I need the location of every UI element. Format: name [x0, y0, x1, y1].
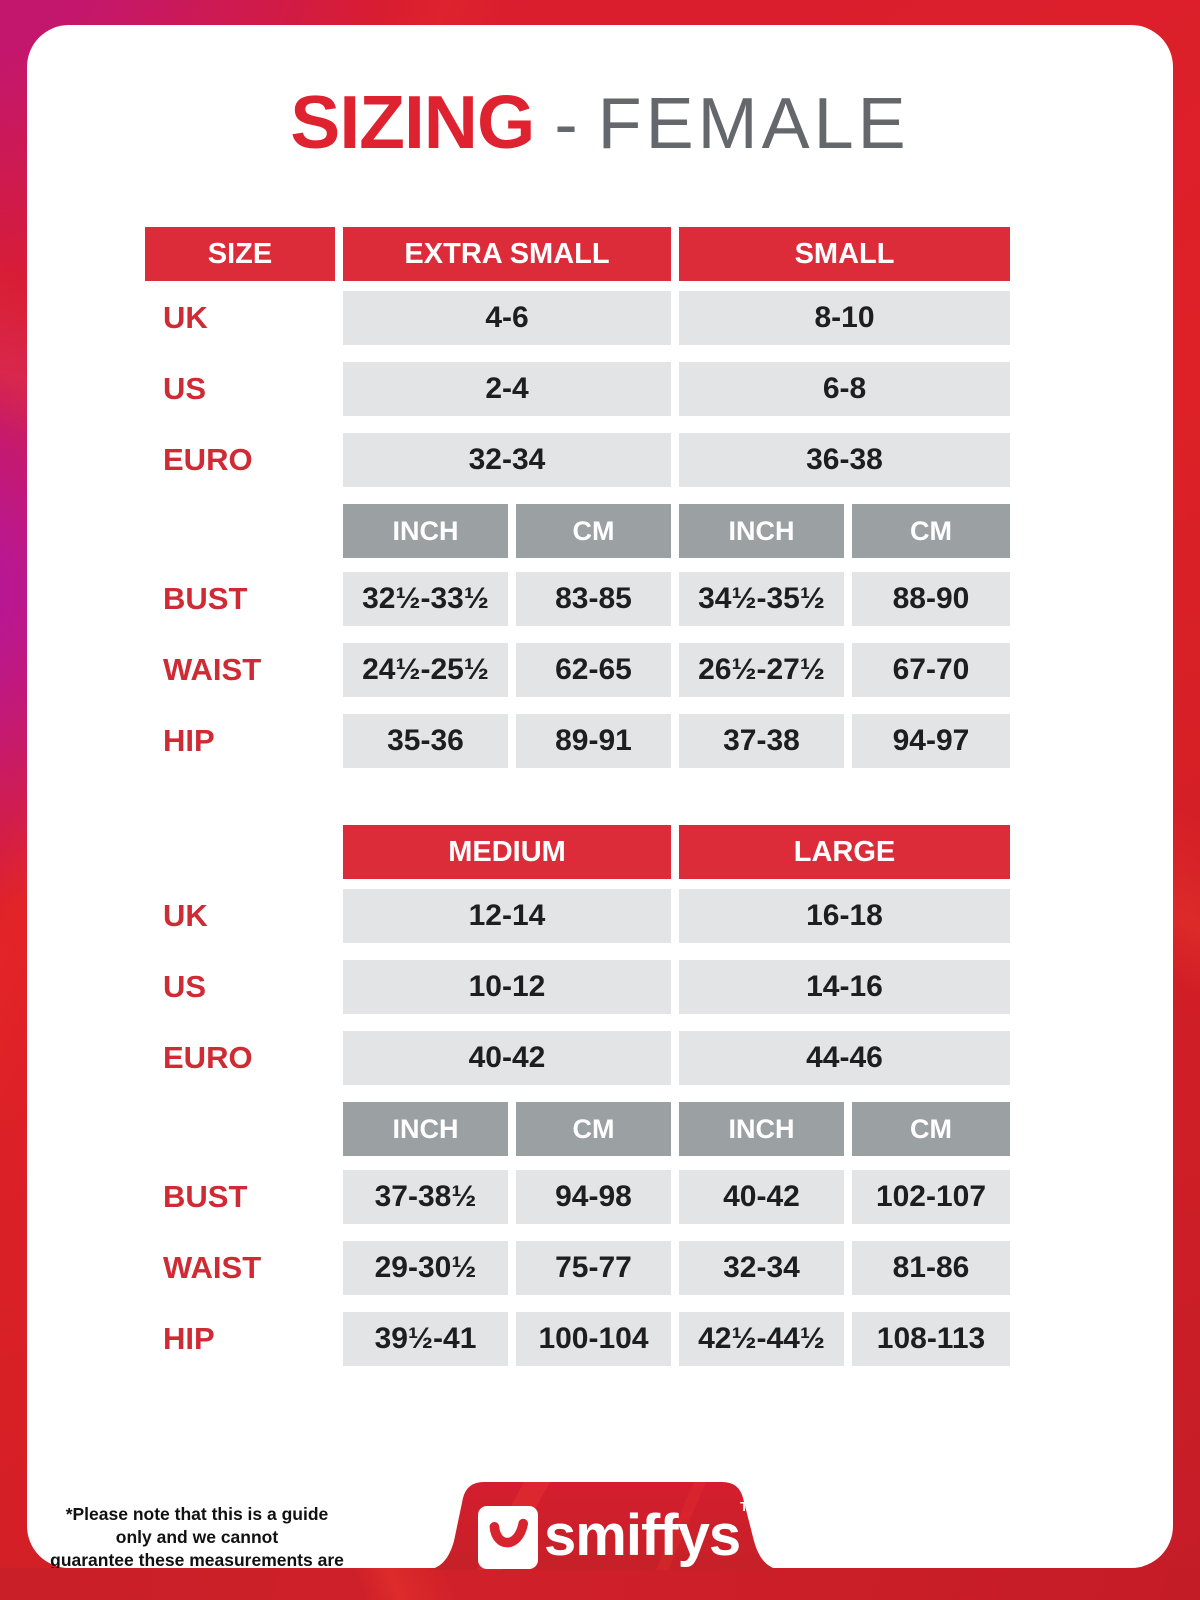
row-label-hip: HIP — [163, 1321, 215, 1356]
column-header-extra-small: EXTRA SMALL — [343, 227, 671, 281]
table-cell: 75-77 — [516, 1241, 671, 1295]
table-row-bust: BUST 37-38½ 94-98 40-42 102-107 — [145, 1170, 1010, 1224]
table-cell: 108-113 — [852, 1312, 1010, 1366]
column-header-small: SMALL — [679, 227, 1010, 281]
unit-header-inch: INCH — [679, 1102, 844, 1156]
table-cell: 94-98 — [516, 1170, 671, 1224]
table-cell: 39½-41 — [343, 1312, 508, 1366]
table-row-uk: UK 4-6 8-10 — [145, 291, 1010, 345]
table-cell: 62-65 — [516, 643, 671, 697]
spacer-cell — [145, 504, 335, 558]
row-label-bust: BUST — [163, 581, 248, 616]
smiffys-logo-tab: smiffysTM — [424, 1482, 784, 1570]
size-header-cell: SIZE — [145, 227, 335, 281]
table-cell: 2-4 — [343, 362, 671, 416]
table-cell: 40-42 — [679, 1170, 844, 1224]
unit-header-cm: CM — [852, 1102, 1010, 1156]
table-cell: 88-90 — [852, 572, 1010, 626]
table-cell: 44-46 — [679, 1031, 1010, 1085]
table-cell: 42½-44½ — [679, 1312, 844, 1366]
row-label-uk: UK — [163, 898, 208, 933]
unit-header-cm: CM — [852, 504, 1010, 558]
table-cell: 16-18 — [679, 889, 1010, 943]
table-cell: 24½-25½ — [343, 643, 508, 697]
page-title: SIZING - FEMALE — [27, 85, 1173, 163]
row-label-bust: BUST — [163, 1179, 248, 1214]
smiffys-wordmark: smiffysTM — [544, 1500, 759, 1565]
row-label-us: US — [163, 371, 207, 406]
unit-header-inch: INCH — [679, 504, 844, 558]
row-label-euro: EURO — [163, 1040, 253, 1075]
spacer-cell — [145, 825, 335, 879]
table-header-row: MEDIUM LARGE — [145, 825, 1010, 879]
table-cell: 35-36 — [343, 714, 508, 768]
table-cell: 89-91 — [516, 714, 671, 768]
table-cell: 36-38 — [679, 433, 1010, 487]
table-cell: 14-16 — [679, 960, 1010, 1014]
title-secondary: FEMALE — [597, 84, 910, 164]
row-label-hip: HIP — [163, 723, 215, 758]
table-cell: 34½-35½ — [679, 572, 844, 626]
row-label-waist: WAIST — [163, 1250, 262, 1285]
row-label-uk: UK — [163, 300, 208, 335]
row-label-euro: EURO — [163, 442, 253, 477]
table-cell: 102-107 — [852, 1170, 1010, 1224]
column-header-medium: MEDIUM — [343, 825, 671, 879]
table-cell: 37-38½ — [343, 1170, 508, 1224]
content-card: SIZING - FEMALE SIZE EXTRA SMALL SMALL UK … — [27, 25, 1173, 1592]
table-row-euro: EURO 40-42 44-46 — [145, 1031, 1010, 1085]
table-row-uk: UK 12-14 16-18 — [145, 889, 1010, 943]
table-cell: 32-34 — [343, 433, 671, 487]
table-row-us: US 2-4 6-8 — [145, 362, 1010, 416]
table-cell: 81-86 — [852, 1241, 1010, 1295]
title-primary: SIZING — [290, 80, 535, 164]
size-table-xs-s: SIZE EXTRA SMALL SMALL UK 4-6 8-10 US 2-… — [145, 227, 1010, 785]
column-header-large: LARGE — [679, 825, 1010, 879]
table-row-euro: EURO 32-34 36-38 — [145, 433, 1010, 487]
table-row-waist: WAIST 29-30½ 75-77 32-34 81-86 — [145, 1241, 1010, 1295]
table-cell: 40-42 — [343, 1031, 671, 1085]
unit-header-cm: CM — [516, 1102, 671, 1156]
title-separator: - — [554, 85, 578, 163]
table-cell: 100-104 — [516, 1312, 671, 1366]
table-cell: 10-12 — [343, 960, 671, 1014]
unit-header-inch: INCH — [343, 504, 508, 558]
unit-header-row: INCH CM INCH CM — [145, 504, 1010, 558]
table-cell: 8-10 — [679, 291, 1010, 345]
footer-note-line1: *Please note that this is a guide only a… — [65, 1504, 329, 1547]
unit-header-row: INCH CM INCH CM — [145, 1102, 1010, 1156]
smile-arc — [489, 1518, 528, 1547]
table-cell: 4-6 — [343, 291, 671, 345]
table-row-hip: HIP 39½-41 100-104 42½-44½ 108-113 — [145, 1312, 1010, 1366]
table-header-row: SIZE EXTRA SMALL SMALL — [145, 227, 1010, 281]
trademark-symbol: TM — [740, 1499, 759, 1514]
smile-icon — [478, 1506, 538, 1569]
table-cell: 67-70 — [852, 643, 1010, 697]
table-row-bust: BUST 32½-33½ 83-85 34½-35½ 88-90 — [145, 572, 1010, 626]
table-row-waist: WAIST 24½-25½ 62-65 26½-27½ 67-70 — [145, 643, 1010, 697]
table-cell: 12-14 — [343, 889, 671, 943]
row-label-waist: WAIST — [163, 652, 262, 687]
table-cell: 37-38 — [679, 714, 844, 768]
table-cell: 32½-33½ — [343, 572, 508, 626]
table-cell: 32-34 — [679, 1241, 844, 1295]
table-cell: 29-30½ — [343, 1241, 508, 1295]
table-row-hip: HIP 35-36 89-91 37-38 94-97 — [145, 714, 1010, 768]
table-cell: 94-97 — [852, 714, 1010, 768]
table-cell: 26½-27½ — [679, 643, 844, 697]
spacer-cell — [145, 1102, 335, 1156]
table-row-us: US 10-12 14-16 — [145, 960, 1010, 1014]
size-table-m-l: MEDIUM LARGE UK 12-14 16-18 US 10-12 14-… — [145, 825, 1010, 1383]
table-cell: 6-8 — [679, 362, 1010, 416]
row-label-us: US — [163, 969, 207, 1004]
table-cell: 83-85 — [516, 572, 671, 626]
unit-header-cm: CM — [516, 504, 671, 558]
logo-text: smiffys — [544, 1503, 741, 1568]
unit-header-inch: INCH — [343, 1102, 508, 1156]
bottom-red-band — [0, 1568, 1200, 1600]
